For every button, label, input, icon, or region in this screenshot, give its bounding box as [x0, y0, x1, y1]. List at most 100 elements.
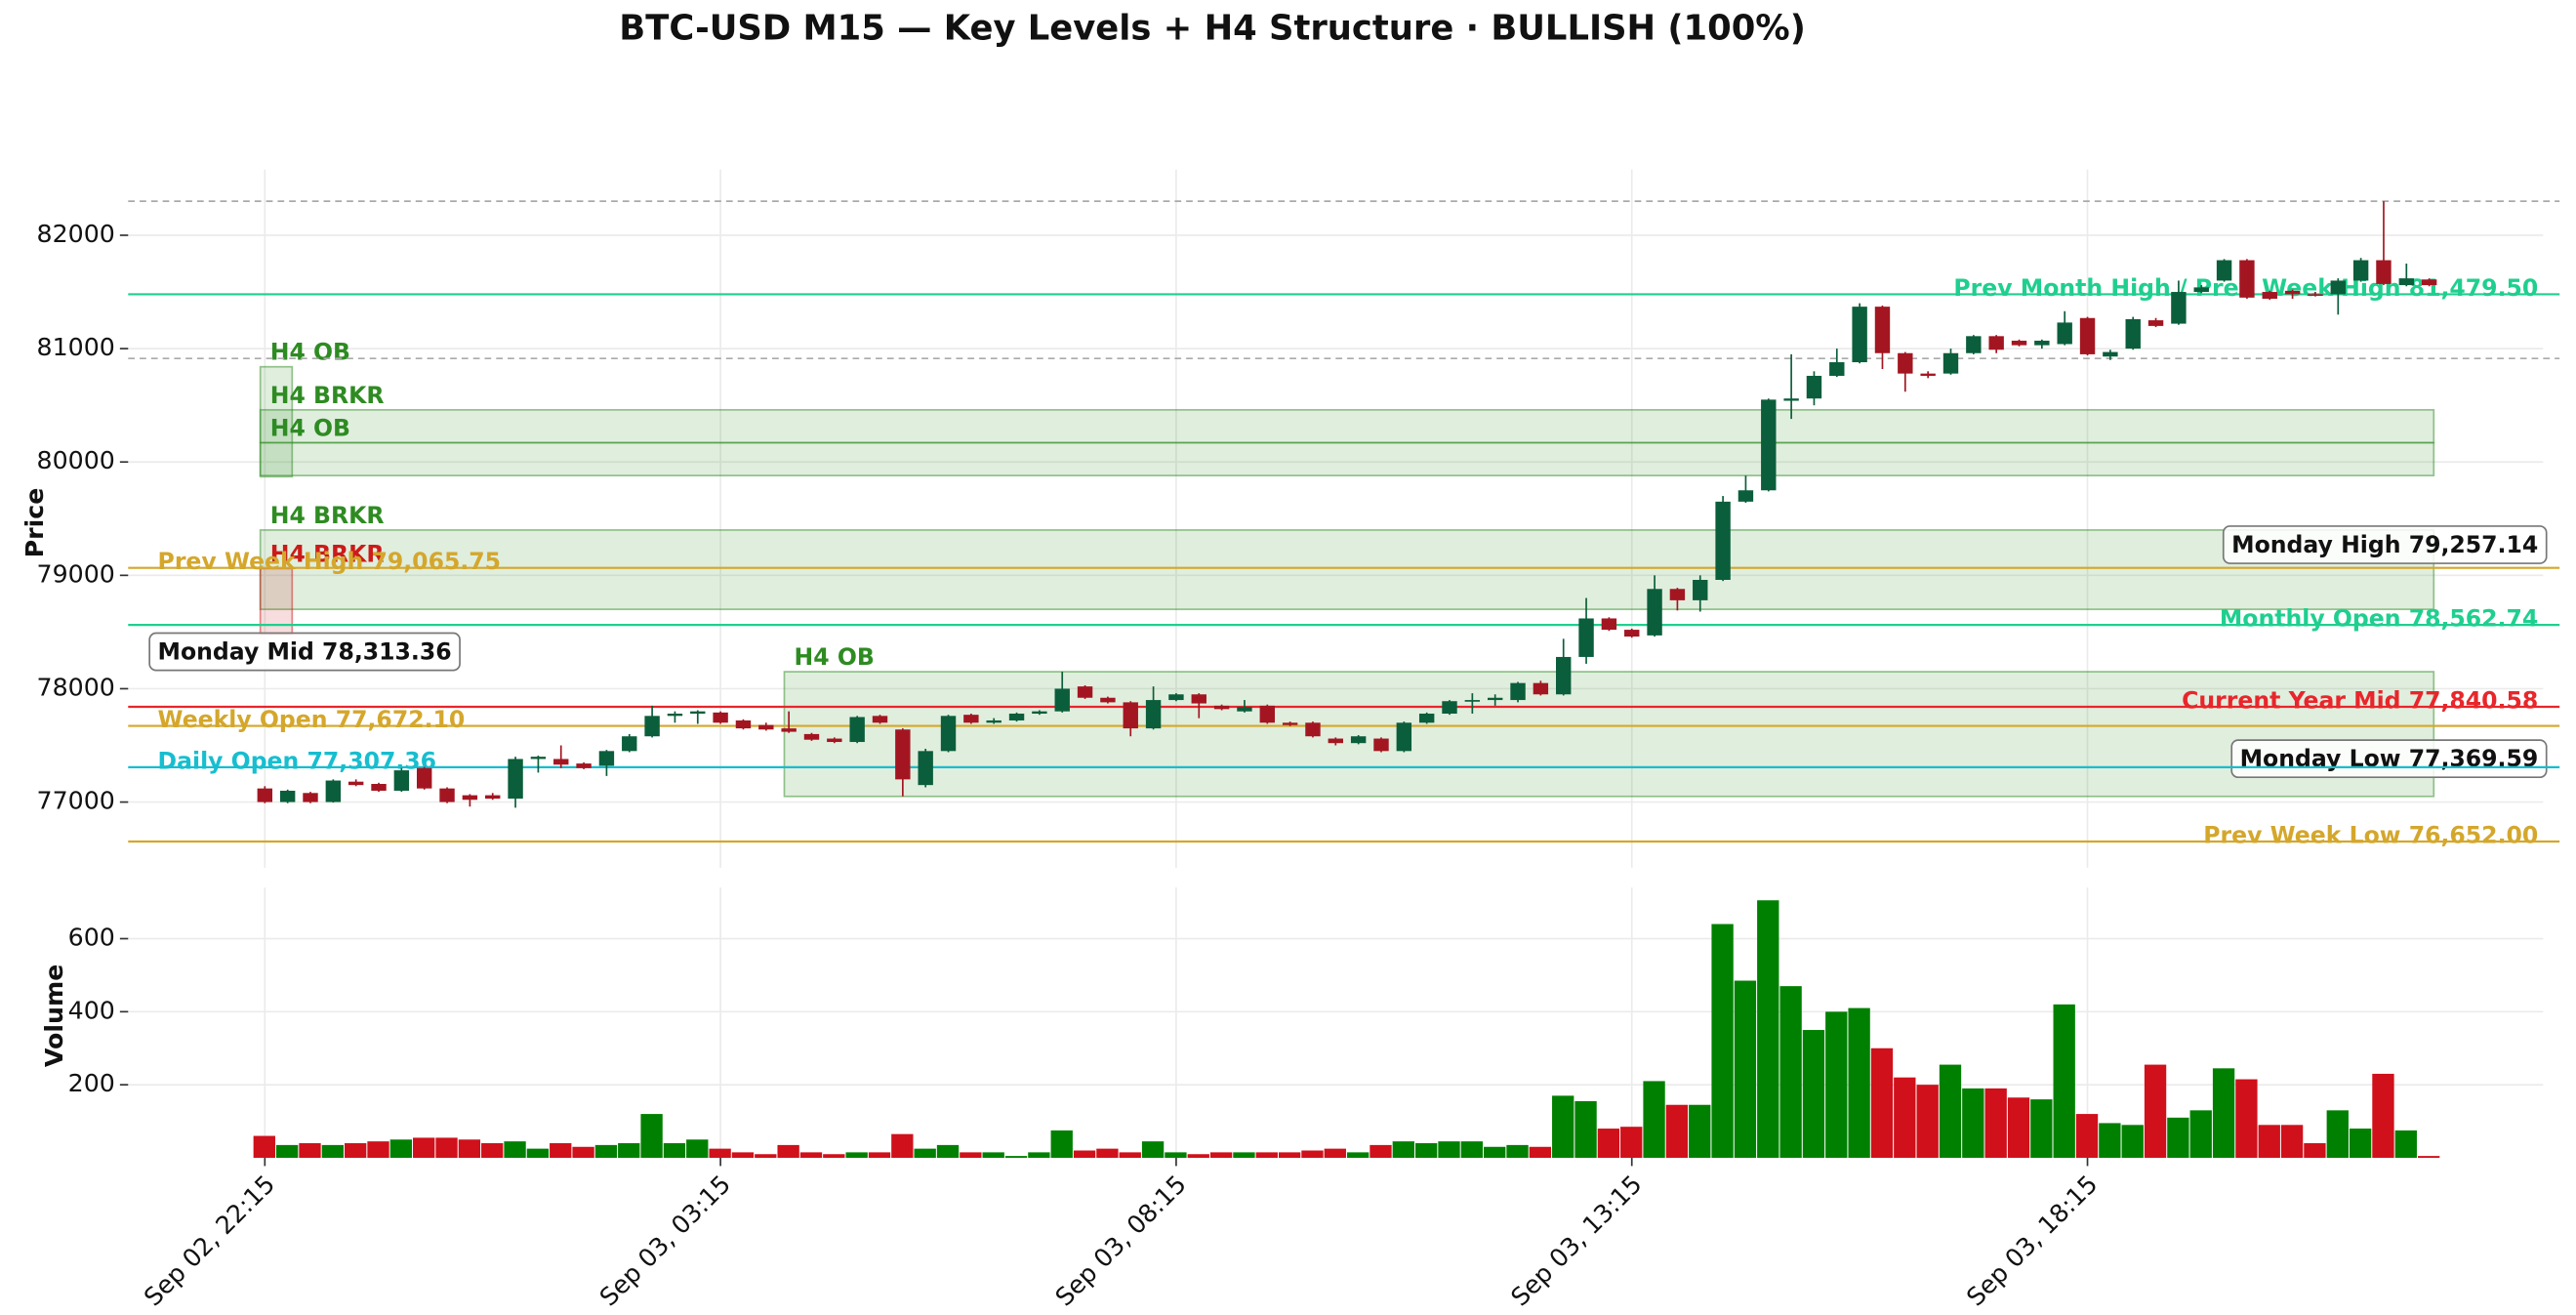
- candle-body: [2079, 317, 2096, 354]
- candle-body: [827, 738, 842, 743]
- volume-bar: [2394, 1130, 2417, 1158]
- candle-body: [2011, 340, 2027, 346]
- volume-bar: [1552, 1095, 1574, 1158]
- candle-body: [1259, 705, 1275, 723]
- volume-panel: 200 400 600: [68, 900, 2544, 1158]
- candle-body: [1942, 352, 1959, 374]
- volume-bar: [1711, 924, 1734, 1158]
- candle-body: [1077, 686, 1093, 698]
- y-tick-label: 200: [68, 1069, 115, 1097]
- candle-body: [2147, 320, 2164, 326]
- volume-bar: [1484, 1146, 1506, 1158]
- level-label: Prev Week Low 76,652.00: [2203, 821, 2538, 848]
- volume-bar: [2417, 1156, 2440, 1158]
- volume-bar: [1870, 1048, 1894, 1158]
- volume-bar: [640, 1114, 663, 1158]
- candle-body: [1168, 694, 1184, 701]
- volume-bar: [2167, 1117, 2189, 1158]
- candle-body: [690, 711, 706, 715]
- volume-bar: [2235, 1079, 2258, 1158]
- candle-body: [1213, 705, 1230, 710]
- volume-bar: [618, 1143, 640, 1158]
- candle-body: [2308, 294, 2323, 297]
- candle-body: [1852, 307, 1867, 363]
- volume-bar: [2007, 1097, 2030, 1158]
- candle-body: [2239, 260, 2255, 298]
- candle-body: [508, 759, 523, 800]
- candle-body: [1328, 738, 1344, 744]
- candle-body: [667, 714, 683, 717]
- price-panel: 77000 78000 79000 80000 81000 82000 Sep 02, 22…: [37, 169, 2560, 1312]
- level-box-label: Monday High 79,257.14: [2231, 531, 2538, 558]
- volume-bar: [2189, 1110, 2212, 1158]
- candle-body: [1442, 701, 1457, 715]
- zone: [259, 408, 2435, 444]
- volume-bar: [1665, 1104, 1689, 1158]
- candle-body: [1487, 697, 1503, 701]
- candle-body: [1305, 722, 1321, 737]
- x-tick-label: Sep 03, 13:15: [1505, 1170, 1647, 1311]
- candle-body: [1373, 738, 1389, 752]
- volume-bar: [1802, 1030, 1825, 1158]
- candle-body: [393, 770, 410, 791]
- candle-body: [2352, 260, 2369, 281]
- candle-body: [348, 781, 364, 786]
- volume-bar: [1939, 1064, 1962, 1158]
- volume-bar: [1187, 1154, 1209, 1158]
- zone: [259, 529, 2435, 611]
- y-tick-label: 77000: [37, 787, 115, 815]
- volume-bar: [2144, 1064, 2167, 1158]
- candle-body: [1145, 700, 1162, 729]
- volume-bar: [663, 1143, 686, 1158]
- volume-bar: [1346, 1152, 1370, 1158]
- zone-label: H4 BRKR: [270, 540, 385, 567]
- volume-bar: [2121, 1125, 2144, 1158]
- volume-bar: [1894, 1077, 1916, 1158]
- candle-body: [257, 788, 273, 802]
- candle-body: [416, 767, 432, 789]
- volume-bar: [1028, 1152, 1050, 1158]
- volume-bar: [1620, 1127, 1643, 1158]
- volume-bar: [891, 1133, 914, 1158]
- candle-body: [1578, 618, 1594, 657]
- candle-body: [803, 733, 820, 740]
- candle-body: [1966, 336, 1982, 353]
- volume-bar: [709, 1148, 731, 1158]
- volume-bar: [845, 1152, 868, 1158]
- candle-body: [2125, 318, 2141, 349]
- volume-bar: [299, 1143, 321, 1158]
- y-axis-label: Volume: [40, 965, 68, 1068]
- volume-bar: [1324, 1148, 1346, 1158]
- candle-body: [1237, 707, 1252, 712]
- y-tick-label: 600: [68, 924, 115, 952]
- level-box: [148, 632, 461, 672]
- volume-bar: [1689, 1104, 1711, 1158]
- volume-bar: [1984, 1088, 2007, 1158]
- volume-bar: [1825, 1011, 1848, 1158]
- candle-body: [1601, 618, 1617, 631]
- volume-bar: [550, 1143, 572, 1158]
- volume-bar: [1529, 1146, 1552, 1158]
- candle-body: [530, 757, 547, 760]
- volume-bar: [1141, 1141, 1165, 1158]
- candle-body: [1418, 714, 1435, 723]
- y-axis-label: Price: [20, 488, 49, 558]
- candle-body: [1396, 722, 1412, 752]
- volume-bar: [2280, 1125, 2304, 1158]
- volume-bar: [1734, 980, 1757, 1158]
- volume-bar: [413, 1137, 435, 1158]
- volume-bar: [1597, 1129, 1620, 1158]
- x-tick-label: Sep 03, 08:15: [1050, 1170, 1192, 1311]
- candle-body: [1624, 630, 1640, 637]
- candle-body: [2216, 260, 2232, 281]
- y-tick-label: 78000: [37, 673, 115, 701]
- volume-bar: [1916, 1085, 1939, 1158]
- candle-body: [1191, 694, 1206, 704]
- candle-body: [918, 751, 933, 786]
- volume-bar: [389, 1139, 413, 1158]
- zone-label: H4 OB: [270, 339, 350, 366]
- volume-bar: [1574, 1100, 1597, 1158]
- volume-bar: [1119, 1152, 1141, 1158]
- candle-body: [1715, 501, 1731, 580]
